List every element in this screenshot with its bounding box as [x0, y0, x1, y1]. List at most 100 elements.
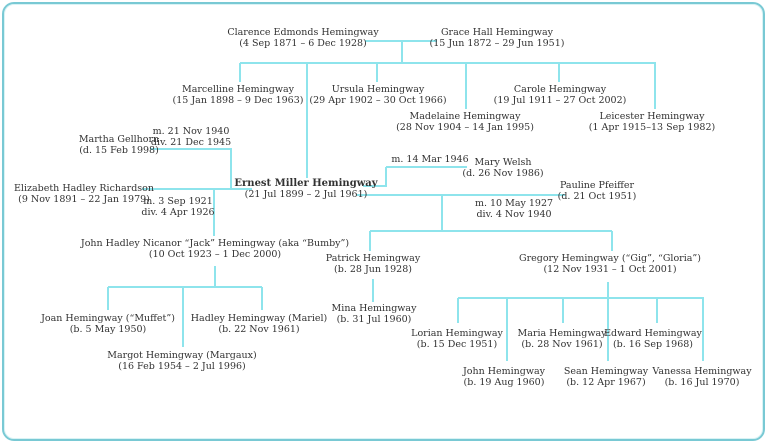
person-dates: (29 Apr 1902 – 30 Oct 1966): [309, 95, 447, 106]
person-node-ursula: Ursula Hemingway (29 Apr 1902 – 30 Oct 1…: [309, 84, 446, 106]
person-name: Ursula Hemingway: [331, 84, 425, 95]
person-node-john: John Hemingway (b. 19 Aug 1960): [463, 366, 545, 388]
person-node-mary-welsh: Mary Welsh (d. 26 Nov 1986): [462, 157, 543, 179]
person-dates: (b. 28 Jun 1928): [334, 264, 412, 275]
marriage-date: m. 10 May 1927: [474, 198, 554, 209]
edge-carole-drop: [558, 63, 560, 82]
edge-parents-child-drop: [401, 41, 403, 63]
person-dates: (d. 26 Nov 1986): [462, 168, 544, 179]
person-dates: (12 Nov 1931 – 1 Oct 2001): [543, 264, 677, 275]
person-name: Margot Hemingway (Margaux): [107, 350, 257, 361]
person-dates: (b. 19 Aug 1960): [463, 377, 545, 388]
edge-jack-children-drop: [214, 266, 216, 287]
edge-ernest-right-stub: [363, 185, 387, 187]
edge-ernest-drop: [306, 63, 308, 178]
person-dates: (b. 16 Sep 1968): [612, 339, 694, 350]
person-node-sean: Sean Hemingway (b. 12 Apr 1967): [564, 366, 648, 388]
person-name: Vanessa Hemingway: [652, 366, 752, 377]
marriage-label-mary: m. 14 Mar 1946: [391, 154, 468, 165]
marriage-date: m. 3 Sep 1921: [143, 196, 213, 207]
edge-pauline-children-drop: [441, 195, 443, 231]
person-node-vanessa: Vanessa Hemingway (b. 16 Jul 1970): [652, 366, 751, 388]
edge-ursula-drop: [376, 63, 378, 82]
person-dates: (b. 16 Jul 1970): [664, 377, 740, 388]
marriage-date: m. 14 Mar 1946: [391, 154, 469, 165]
person-dates: (d. 15 Feb 1998): [79, 145, 159, 156]
edge-gregory-children-drop: [607, 282, 609, 298]
person-dates: (b. 5 May 1950): [69, 324, 147, 335]
edge-pauline-children-bus: [370, 230, 612, 232]
person-name: Carole Hemingway: [513, 84, 607, 95]
person-name: Marcelline Hemingway: [181, 84, 295, 95]
person-name: Sean Hemingway: [563, 366, 649, 377]
edge-gregory-children-bus: [458, 297, 704, 299]
person-dates: (b. 28 Nov 1961): [521, 339, 603, 350]
person-node-margot: Margot Hemingway (Margaux) (16 Feb 1954 …: [107, 350, 256, 372]
person-name: Mina Hemingway: [331, 303, 417, 314]
person-name: Mary Welsh: [474, 157, 532, 168]
person-name: Joan Hemingway (“Muffet”): [41, 313, 175, 324]
person-dates: (1 Apr 1915–13 Sep 1982): [588, 122, 716, 133]
person-node-carole: Carole Hemingway (19 Jul 1911 – 27 Oct 2…: [494, 84, 627, 106]
edge-edward-drop: [656, 298, 658, 323]
person-node-ernest-miller-hemingway: Ernest Miller Hemingway (21 Jul 1899 – 2…: [234, 178, 377, 200]
person-name: John Hemingway: [462, 366, 546, 377]
person-dates: (b. 31 Jul 1960): [336, 314, 412, 325]
edge-lorian-drop: [457, 298, 459, 323]
person-node-hadley-mariel: Hadley Hemingway (Mariel) (b. 22 Nov 196…: [191, 313, 327, 335]
marriage-date: m. 21 Nov 1940: [152, 126, 230, 137]
person-dates: (9 Nov 1891 – 22 Jan 1979): [18, 194, 150, 205]
person-node-grace: Grace Hall Hemingway (15 Jun 1872 – 29 J…: [430, 27, 565, 49]
edge-sean-drop: [607, 298, 609, 361]
person-name: Edward Hemingway: [604, 328, 702, 339]
person-node-joan: Joan Hemingway (“Muffet”) (b. 5 May 1950…: [41, 313, 175, 335]
person-name: Lorian Hemingway: [411, 328, 503, 339]
person-name: Gregory Hemingway (“Gig”, “Gloria”): [519, 253, 701, 264]
person-name: Patrick Hemingway: [325, 253, 421, 264]
person-dates: (19 Jul 1911 – 27 Oct 2002): [493, 95, 627, 106]
person-name: Madelaine Hemingway: [409, 111, 521, 122]
edge-joan-drop: [107, 287, 109, 310]
marriage-label-pauline: m. 10 May 1927 div. 4 Nov 1940: [475, 198, 553, 220]
person-node-maria: Maria Hemingway (b. 28 Nov 1961): [518, 328, 607, 350]
edge-gregory-drop: [611, 231, 613, 251]
edge-margot-drop: [182, 287, 184, 347]
marriage-label-hadley-richardson: m. 3 Sep 1921 div. 4 Apr 1926: [141, 196, 214, 218]
person-name: Ernest Miller Hemingway: [234, 178, 378, 189]
person-node-madelaine: Madelaine Hemingway (28 Nov 1904 – 14 Ja…: [396, 111, 534, 133]
person-dates: (4 Sep 1871 – 6 Dec 1928): [239, 38, 367, 49]
edge-mary-marriage-h: [386, 166, 467, 168]
person-node-marcelline: Marcelline Hemingway (15 Jan 1898 – 9 De…: [173, 84, 304, 106]
person-name: Maria Hemingway: [517, 328, 607, 339]
edge-maria-drop: [562, 298, 564, 323]
divorce-date: div. 4 Nov 1940: [476, 209, 552, 220]
person-name: Hadley Hemingway (Mariel): [190, 313, 328, 324]
marriage-label-martha: m. 21 Nov 1940 div. 21 Dec 1945: [151, 126, 231, 148]
edge-jack-drop: [213, 189, 215, 236]
person-node-lorian: Lorian Hemingway (b. 15 Dec 1951): [411, 328, 503, 350]
person-dates: (b. 15 Dec 1951): [416, 339, 498, 350]
person-node-gregory: Gregory Hemingway (“Gig”, “Gloria”) (12 …: [519, 253, 701, 275]
person-node-martha-gellhorn: Martha Gellhorn (d. 15 Feb 1998): [79, 134, 159, 156]
person-node-clarence: Clarence Edmonds Hemingway (4 Sep 1871 –…: [227, 27, 378, 49]
edge-jack-children-bus: [108, 286, 262, 288]
divorce-date: div. 4 Apr 1926: [141, 207, 215, 218]
edge-madelaine-drop: [465, 63, 467, 109]
edge-pauline-marriage-h: [357, 194, 565, 196]
edge-mary-marriage-v: [385, 167, 387, 186]
edge-elizabeth-marriage-h: [142, 188, 252, 190]
person-name: Pauline Pfeiffer: [559, 180, 635, 191]
person-dates: (b. 22 Nov 1961): [218, 324, 300, 335]
person-dates: (d. 21 Oct 1951): [557, 191, 637, 202]
person-name: Martha Gellhorn: [78, 134, 160, 145]
person-dates: (b. 12 Apr 1967): [566, 377, 646, 388]
person-node-edward: Edward Hemingway (b. 16 Sep 1968): [604, 328, 702, 350]
person-name: John Hadley Nicanor “Jack” Hemingway (ak…: [80, 238, 350, 249]
person-dates: (15 Jan 1898 – 9 Dec 1963): [172, 95, 304, 106]
person-node-leicester: Leicester Hemingway (1 Apr 1915–13 Sep 1…: [589, 111, 715, 133]
person-node-mina: Mina Hemingway (b. 31 Jul 1960): [332, 303, 417, 325]
person-dates: (21 Jul 1899 – 2 Jul 1961): [244, 189, 368, 200]
person-name: Clarence Edmonds Hemingway: [227, 27, 379, 38]
